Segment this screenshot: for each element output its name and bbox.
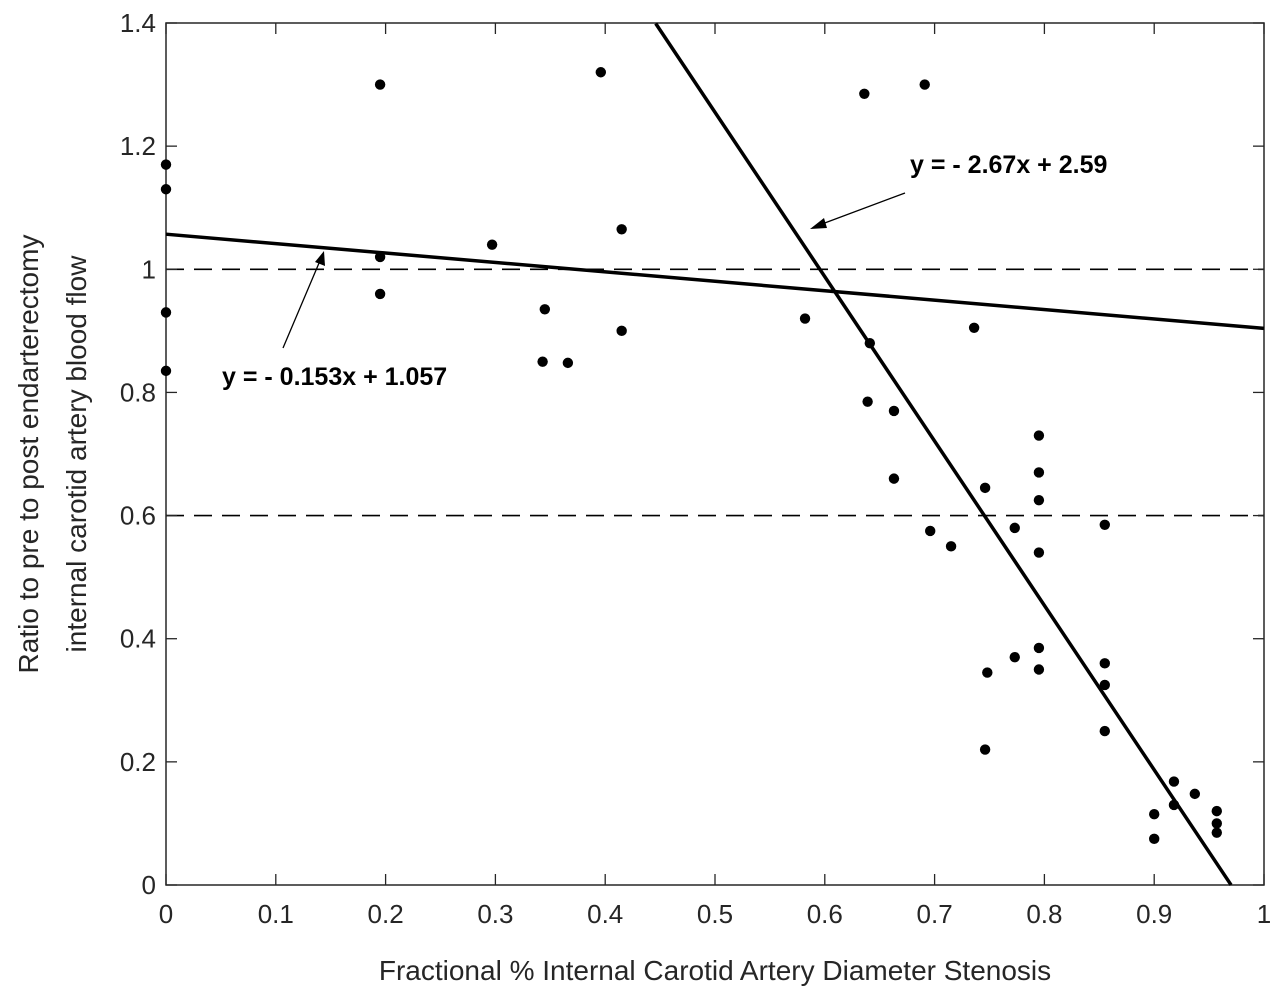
data-point — [1099, 725, 1110, 737]
data-point — [1149, 808, 1160, 820]
y-axis-label-line-1: Ratio to pre to post endarterectomy — [13, 235, 44, 674]
data-point — [1033, 642, 1045, 654]
plot-area-frame — [165, 22, 1265, 886]
data-point — [616, 325, 627, 337]
data-point — [888, 405, 900, 417]
data-point — [1168, 776, 1180, 787]
fit-lines — [165, 22, 1265, 886]
data-point — [1033, 547, 1045, 558]
data-point — [539, 304, 551, 315]
data-point — [968, 322, 980, 333]
annotation-arrowhead-steep — [810, 218, 827, 229]
data-point — [799, 313, 811, 324]
annotation-arrow-shallow — [282, 255, 323, 349]
data-point — [160, 365, 172, 377]
data-point — [1033, 430, 1045, 441]
data-point — [374, 288, 386, 300]
x-axis-label: Fractional % Internal Carotid Artery Dia… — [379, 955, 1051, 986]
data-point — [1211, 827, 1222, 838]
data-point — [945, 541, 957, 552]
annotation-arrowhead-shallow — [315, 251, 325, 266]
data-point — [859, 88, 870, 100]
fit-line-1 — [654, 22, 1233, 886]
x-tick-label: 0.4 — [587, 899, 623, 929]
x-tick-label: 1 — [1257, 899, 1271, 929]
data-points — [160, 67, 1222, 845]
data-point — [1189, 788, 1201, 800]
data-point — [616, 224, 627, 235]
x-tick-label: 0.5 — [697, 899, 733, 929]
data-point — [1211, 805, 1222, 817]
data-point — [486, 239, 498, 250]
data-point — [1099, 519, 1110, 531]
data-point — [919, 79, 930, 90]
x-tick-label: 0 — [159, 899, 173, 929]
data-point — [1099, 679, 1110, 691]
equation-label-steep: y = - 2.67x + 2.59 — [910, 151, 1107, 179]
data-point — [537, 356, 548, 367]
data-point — [1211, 818, 1222, 829]
x-tick-label: 0.6 — [807, 899, 843, 929]
data-point — [374, 79, 386, 90]
y-tick-label: 0.2 — [120, 747, 156, 777]
data-point — [562, 357, 574, 369]
annotation-shallow-fit: y = - 0.153x + 1.057 — [222, 251, 447, 391]
x-tick-label: 0.3 — [477, 899, 513, 929]
data-point — [1033, 494, 1045, 506]
y-tick-label: 0 — [142, 870, 156, 900]
equation-label-shallow: y = - 0.153x + 1.057 — [222, 363, 447, 391]
data-point — [862, 396, 873, 407]
y-axis-label: Ratio to pre to post endarterectomy inte… — [13, 235, 92, 674]
data-point — [1168, 799, 1180, 811]
data-point — [979, 482, 991, 494]
y-tick-label: 1.2 — [120, 131, 156, 161]
data-point — [1033, 664, 1045, 675]
data-point — [979, 744, 991, 755]
x-tick-label: 0.7 — [917, 899, 953, 929]
annotation-steep-fit: y = - 2.67x + 2.59 — [810, 151, 1107, 229]
data-point — [982, 667, 993, 678]
x-axis-ticks: 0 0.1 0.2 0.3 0.4 0.5 0.6 0.7 0.8 0.9 1 — [159, 23, 1271, 929]
data-point — [160, 184, 172, 195]
data-point — [595, 67, 607, 78]
reference-lines — [166, 268, 1264, 517]
data-point — [1009, 522, 1020, 534]
data-point — [160, 307, 172, 318]
y-tick-label: 0.4 — [120, 624, 156, 654]
data-point — [925, 525, 936, 537]
x-tick-label: 0.8 — [1026, 899, 1062, 929]
y-tick-label: 0.8 — [120, 377, 156, 407]
data-point — [1009, 651, 1020, 663]
x-tick-label: 0.9 — [1136, 899, 1172, 929]
data-point — [160, 159, 172, 170]
y-axis-ticks: 0 0.2 0.4 0.6 0.8 1 1.2 1.4 — [120, 8, 1264, 900]
data-point — [1149, 833, 1160, 845]
data-point — [864, 337, 876, 349]
data-point — [1099, 658, 1110, 669]
y-tick-label: 0.6 — [120, 501, 156, 531]
x-tick-label: 0.1 — [258, 899, 294, 929]
fit-line-0 — [165, 232, 1265, 331]
y-axis-label-line-2: internal carotid artery blood flow — [61, 255, 92, 653]
y-tick-label: 1 — [142, 254, 156, 284]
data-point — [374, 251, 386, 263]
x-tick-label: 0.2 — [368, 899, 404, 929]
data-point — [1033, 467, 1045, 478]
y-tick-label: 1.4 — [120, 8, 156, 38]
annotation-arrow-steep — [813, 192, 906, 228]
data-point — [888, 473, 900, 484]
